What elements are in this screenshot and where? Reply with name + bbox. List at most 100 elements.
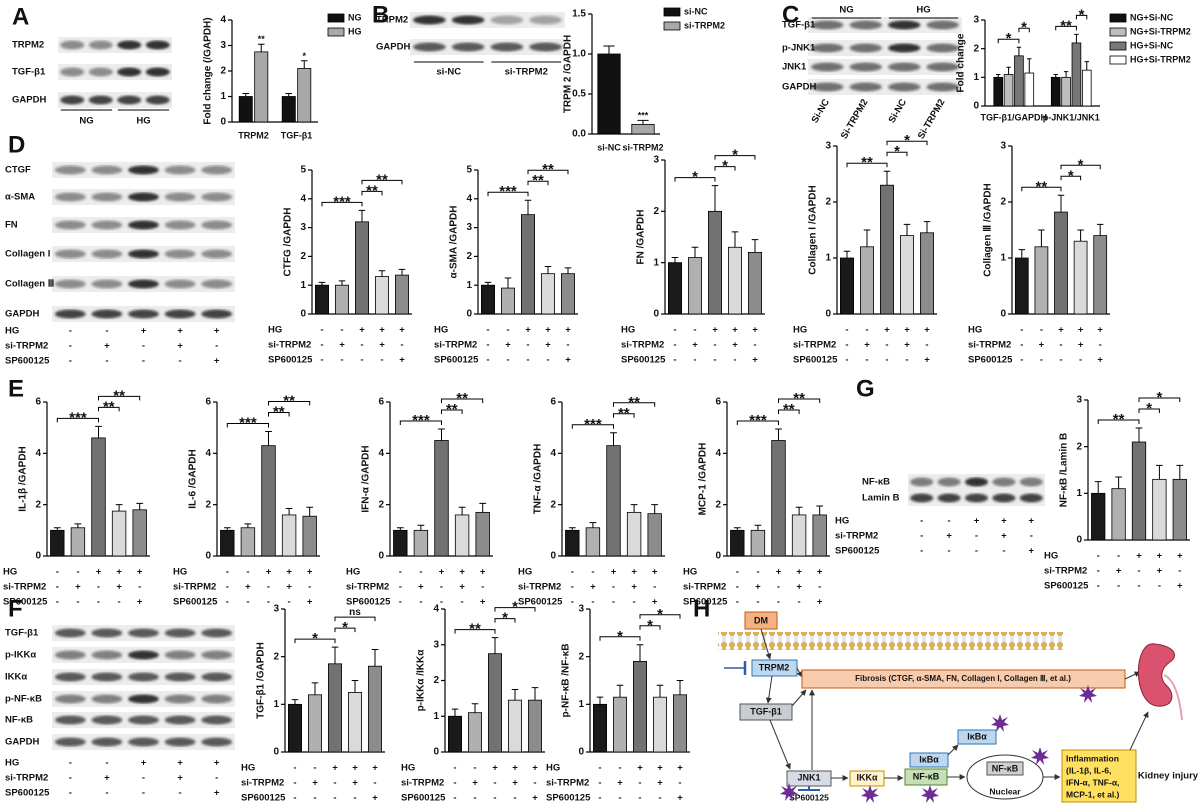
condition-mark: - <box>308 582 311 593</box>
blot-band <box>54 165 86 175</box>
condition-mark: - <box>612 582 615 593</box>
bracket-label: ** <box>113 387 125 404</box>
condition-label: HG <box>621 325 635 336</box>
condition-mark: - <box>1059 355 1062 366</box>
blot-row-label: TRPM2 <box>376 15 408 26</box>
error-bar <box>484 281 492 286</box>
condition-mark: - <box>440 582 443 593</box>
y-axis-label: TNF-α /GAPDH <box>533 444 544 515</box>
inflammation-label: (IL-1β, IL-6, <box>1066 765 1111 775</box>
condition-mark: + <box>1001 531 1007 542</box>
condition-mark: - <box>753 340 756 351</box>
condition-mark: + <box>525 325 531 336</box>
condition-mark: - <box>97 597 100 608</box>
condition-mark: + <box>924 355 930 366</box>
condition-mark: + <box>505 340 511 351</box>
bar <box>287 703 302 753</box>
condition-mark: - <box>513 793 516 804</box>
condition-mark: - <box>69 356 72 367</box>
error-bar <box>564 267 572 274</box>
condition-mark: + <box>1001 516 1007 527</box>
bracket-label: * <box>692 169 698 186</box>
condition-mark: + <box>1058 325 1064 336</box>
condition-mark: - <box>360 355 363 366</box>
condition-mark: - <box>598 778 601 789</box>
bar <box>521 214 536 315</box>
condition-mark: + <box>1029 516 1035 527</box>
error-bar <box>136 502 144 510</box>
legend-swatch <box>1109 55 1127 65</box>
error-bar <box>223 527 231 531</box>
y-tick-label: 2 <box>378 499 384 510</box>
blot-band <box>201 694 233 704</box>
y-tick-label: 6 <box>550 397 556 408</box>
bracket-label: * <box>732 147 738 164</box>
condition-mark: - <box>673 325 676 336</box>
arrow <box>1129 711 1149 751</box>
y-axis-label: CTFG /GAPDH <box>283 208 294 277</box>
condition-label: si-TRPM2 <box>434 340 477 351</box>
condition-mark: - <box>818 582 821 593</box>
condition-mark: - <box>333 778 336 789</box>
bar <box>487 653 502 753</box>
error-bar <box>531 687 539 701</box>
error-bar <box>1135 427 1143 442</box>
condition-mark: + <box>657 763 663 774</box>
condition-mark: + <box>796 582 802 593</box>
jnk1-label: JNK1 <box>797 772 820 782</box>
condition-mark: - <box>1059 340 1062 351</box>
arrow <box>947 744 959 756</box>
blot-band <box>937 477 961 487</box>
bracket-label: * <box>657 606 663 623</box>
condition-mark: - <box>293 763 296 774</box>
condition-mark: - <box>598 793 601 804</box>
error-bar <box>795 506 803 515</box>
condition-mark: - <box>76 567 79 578</box>
bar <box>528 699 543 753</box>
condition-label: si-TRPM2 <box>683 582 726 593</box>
error-bar <box>731 231 739 248</box>
condition-mark: - <box>267 597 270 608</box>
condition-mark: - <box>313 793 316 804</box>
condition-mark: - <box>473 793 476 804</box>
y-axis-label: FN /GAPDH <box>636 210 647 265</box>
lane-label: Si-TRPM2 <box>839 97 871 141</box>
condition-mark: - <box>69 788 72 799</box>
condition-mark: + <box>904 340 910 351</box>
legend-label: NG+Si-NC <box>1130 12 1174 22</box>
y-tick-label: 0 <box>205 551 211 562</box>
bar <box>50 529 65 557</box>
condition-mark: - <box>920 546 923 557</box>
blot-strip <box>410 39 565 55</box>
condition-mark: + <box>399 325 405 336</box>
condition-mark: + <box>924 325 930 336</box>
condition-mark: + <box>177 758 183 769</box>
y-axis-label: α-SMA /GAPDH <box>449 206 460 279</box>
y-tick-label: 6 <box>35 397 41 408</box>
condition-mark: - <box>1079 355 1082 366</box>
blot-strip <box>58 64 172 80</box>
blot-strip <box>808 59 962 75</box>
condition-mark: + <box>492 763 498 774</box>
blot-strip <box>410 12 565 28</box>
blot-band <box>1019 477 1043 487</box>
blot-band <box>128 737 159 747</box>
x-tick-label: p-JNK1/JNK1 <box>1043 112 1100 122</box>
condition-mark: + <box>611 567 617 578</box>
ikka-label: IKKα <box>856 772 877 782</box>
bar <box>750 529 766 557</box>
bar <box>507 699 522 753</box>
bracket <box>441 409 463 414</box>
condition-mark: - <box>399 567 402 578</box>
blot-row-label: α-SMA <box>5 192 35 203</box>
ikba-box <box>909 752 949 768</box>
condition-mark: - <box>360 340 363 351</box>
condition-label: HG <box>1044 551 1058 562</box>
blot-row-label: GAPDH <box>782 82 816 93</box>
condition-mark: - <box>1040 355 1043 366</box>
fibrosis-label: Fibrosis (CTGF, α-SMA, FN, Collagen I, C… <box>855 674 1071 683</box>
bar <box>475 511 490 557</box>
bracket <box>268 412 290 417</box>
condition-mark: + <box>1039 340 1045 351</box>
